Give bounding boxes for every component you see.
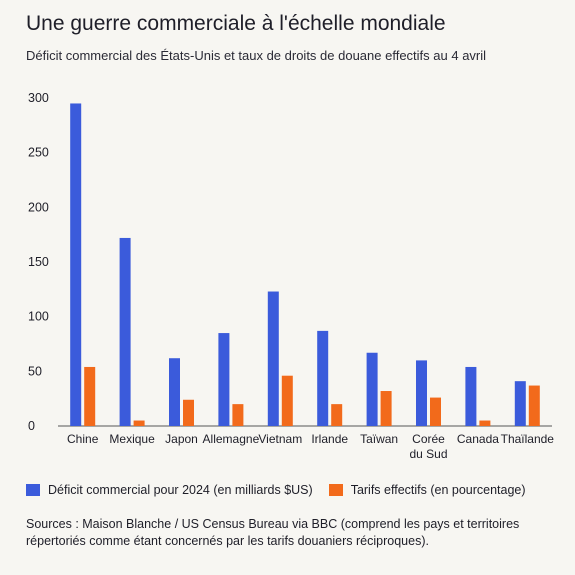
- bar-tariff: [84, 366, 96, 426]
- x-tick-label: Vietnam: [258, 432, 302, 446]
- bar-deficit: [267, 291, 279, 426]
- y-tick-label: 300: [28, 91, 49, 105]
- bar-tariff: [232, 404, 244, 426]
- x-tick-label: Japon: [165, 432, 198, 446]
- y-tick-label: 0: [28, 419, 35, 433]
- legend-label-deficit: Déficit commercial pour 2024 (en milliar…: [48, 483, 313, 497]
- bar-tariff: [281, 375, 293, 426]
- x-tick-label: Mexique: [109, 432, 155, 446]
- x-tick-label: Allemagne: [203, 432, 260, 446]
- bar-tariff: [380, 391, 392, 426]
- chart-subtitle: Déficit commercial des États-Unis et tau…: [26, 48, 487, 63]
- bar-deficit: [169, 358, 180, 426]
- legend-label-tariffs: Tarifs effectifs (en pourcentage): [350, 483, 526, 497]
- x-tick-label: Taïwan: [360, 432, 398, 446]
- legend-swatch-tariffs: [328, 484, 343, 496]
- bar-tariff: [479, 420, 491, 426]
- bar-deficit: [416, 360, 427, 426]
- legend-item-deficit: Déficit commercial pour 2024 (en milliar…: [26, 483, 313, 497]
- bar-tariff: [133, 420, 145, 426]
- legend-item-tariffs: Tarifs effectifs (en pourcentage): [328, 483, 526, 497]
- y-tick-label: 200: [28, 200, 49, 214]
- bar-deficit: [317, 330, 329, 426]
- x-tick-label: Thaïlande: [501, 432, 555, 446]
- y-tick-label: 250: [28, 146, 49, 160]
- bar-deficit: [465, 366, 477, 426]
- bar-tariff: [331, 404, 343, 426]
- bar-deficit: [119, 237, 131, 426]
- bar-tariff: [430, 397, 441, 426]
- bar-deficit: [514, 381, 526, 426]
- source-note: Sources : Maison Blanche / US Census Bur…: [26, 517, 520, 548]
- y-tick-label: 150: [28, 255, 49, 269]
- bar-deficit: [218, 333, 230, 426]
- chart-legend: Déficit commercial pour 2024 (en milliar…: [26, 483, 542, 497]
- y-tick-label: 100: [28, 310, 49, 324]
- bar-deficit: [70, 103, 82, 426]
- bar-tariff: [528, 385, 540, 426]
- x-tick-label: Irlande: [311, 432, 348, 446]
- chart-title: Une guerre commerciale à l'échelle mondi…: [26, 12, 446, 35]
- legend-swatch-deficit: [26, 484, 40, 496]
- x-tick-label: Chine: [67, 432, 99, 446]
- x-tick-label: Canada: [457, 432, 499, 446]
- bar-chart: 0 50 100 150 200 250 300 Chine Mexique Japon Allem…: [28, 91, 555, 461]
- bar-tariff: [183, 399, 194, 426]
- y-tick-label: 50: [28, 364, 42, 378]
- x-tick-label: Corée du Sud: [409, 432, 447, 461]
- bar-deficit: [366, 352, 378, 426]
